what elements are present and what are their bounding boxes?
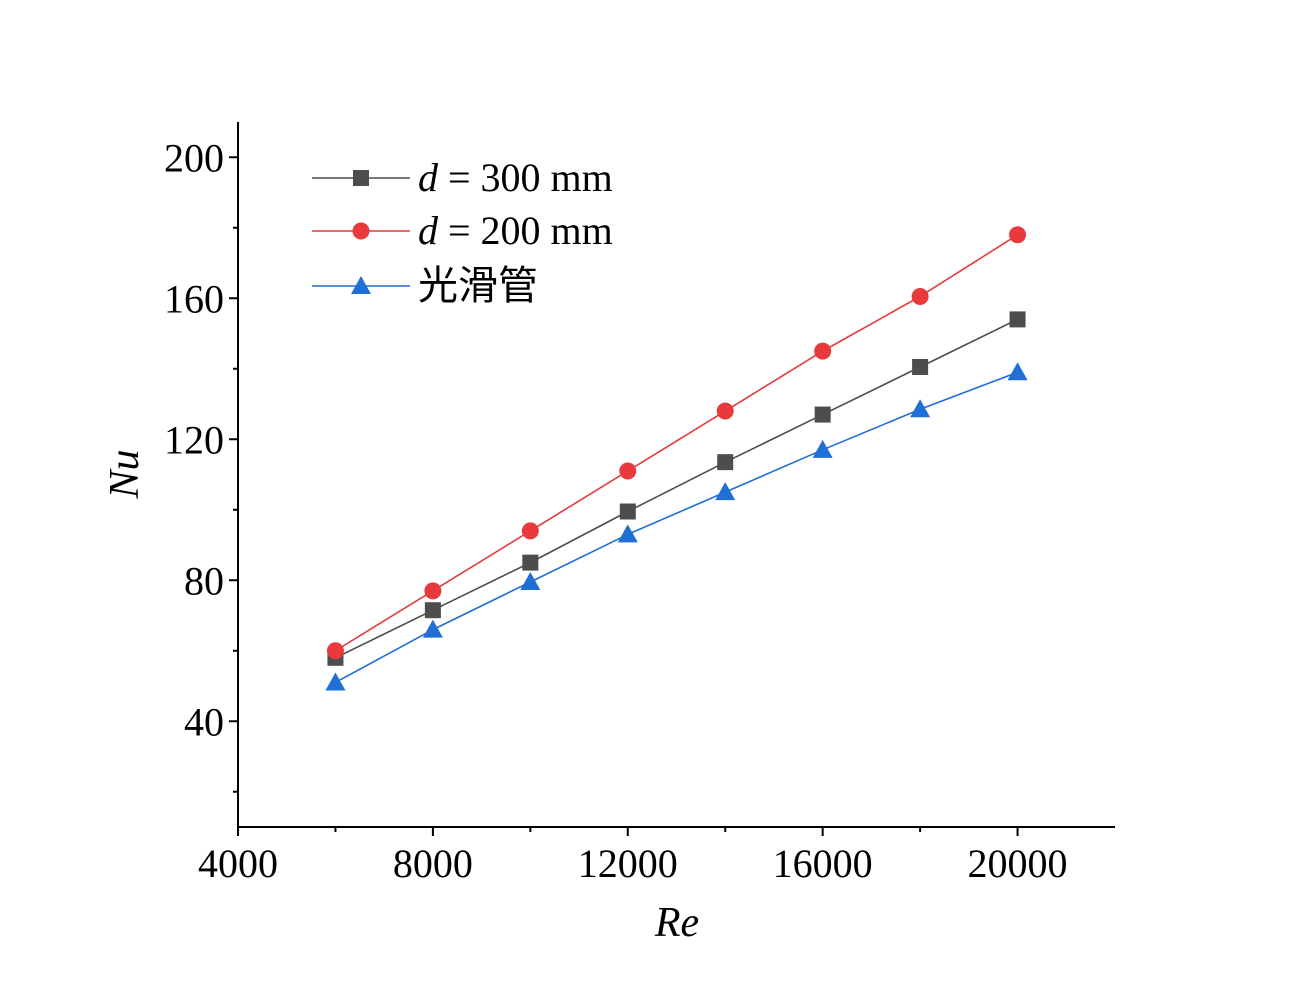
y-tick-label: 200: [164, 135, 224, 180]
data-point: [716, 402, 734, 420]
legend-entry-smooth: 光滑管: [312, 263, 538, 308]
data-point: [717, 454, 734, 471]
legend-label: 光滑管: [418, 263, 538, 308]
y-tick-label: 80: [184, 558, 224, 603]
x-axis-ticks: 4000 8000 12000 16000 20000: [198, 827, 1068, 886]
data-point: [715, 482, 736, 501]
legend-label-variable: d: [418, 155, 439, 200]
series-d200: [326, 226, 1027, 660]
legend-label-variable: d: [418, 208, 439, 253]
data-point: [325, 672, 346, 691]
y-tick-label: 160: [164, 276, 224, 321]
x-tick-label: 16000: [773, 841, 873, 886]
legend-marker: [353, 170, 369, 186]
data-point: [617, 524, 638, 543]
y-tick-label: 40: [184, 699, 224, 744]
data-point: [521, 522, 539, 540]
legend-marker: [351, 276, 371, 294]
legend-label-text: = 200 mm: [438, 208, 613, 253]
data-point: [326, 642, 344, 660]
data-point: [1009, 226, 1027, 244]
legend-label-text: 光滑管: [418, 263, 538, 308]
legend-entry-d300: d = 300 mm: [312, 155, 613, 200]
legend-label-text: = 300 mm: [438, 155, 613, 200]
series-line: [335, 371, 1018, 684]
series-layer: [325, 226, 1028, 691]
x-tick-label: 20000: [968, 841, 1068, 886]
data-point: [522, 554, 539, 571]
y-axis-ticks: 40 80 120 160 200: [164, 135, 238, 793]
data-point: [424, 582, 442, 600]
legend-marker: [352, 222, 370, 240]
data-point: [520, 572, 541, 591]
x-axis-label: Re: [654, 900, 699, 946]
data-point: [422, 619, 443, 638]
x-tick-label: 4000: [198, 841, 278, 886]
data-point: [424, 602, 441, 619]
data-point: [1009, 311, 1026, 328]
y-tick-label: 120: [164, 417, 224, 462]
data-point: [814, 406, 831, 423]
x-tick-label: 8000: [393, 841, 473, 886]
data-point: [814, 342, 832, 360]
data-point: [619, 503, 636, 520]
series-line: [335, 318, 1018, 659]
data-point: [1007, 362, 1028, 381]
data-point: [619, 462, 637, 480]
legend-label: d = 200 mm: [418, 208, 613, 253]
data-point: [910, 399, 931, 418]
data-point: [911, 287, 929, 305]
data-point: [812, 439, 833, 458]
legend-entry-d200: d = 200 mm: [312, 208, 613, 253]
series-d300: [327, 311, 1026, 666]
series-line: [335, 234, 1018, 652]
data-point: [912, 358, 929, 375]
legend-label: d = 300 mm: [418, 155, 613, 200]
axes: [237, 122, 1115, 828]
series-smooth: [325, 362, 1028, 691]
y-axis-label: Nu: [102, 449, 148, 499]
x-tick-label: 12000: [578, 841, 678, 886]
